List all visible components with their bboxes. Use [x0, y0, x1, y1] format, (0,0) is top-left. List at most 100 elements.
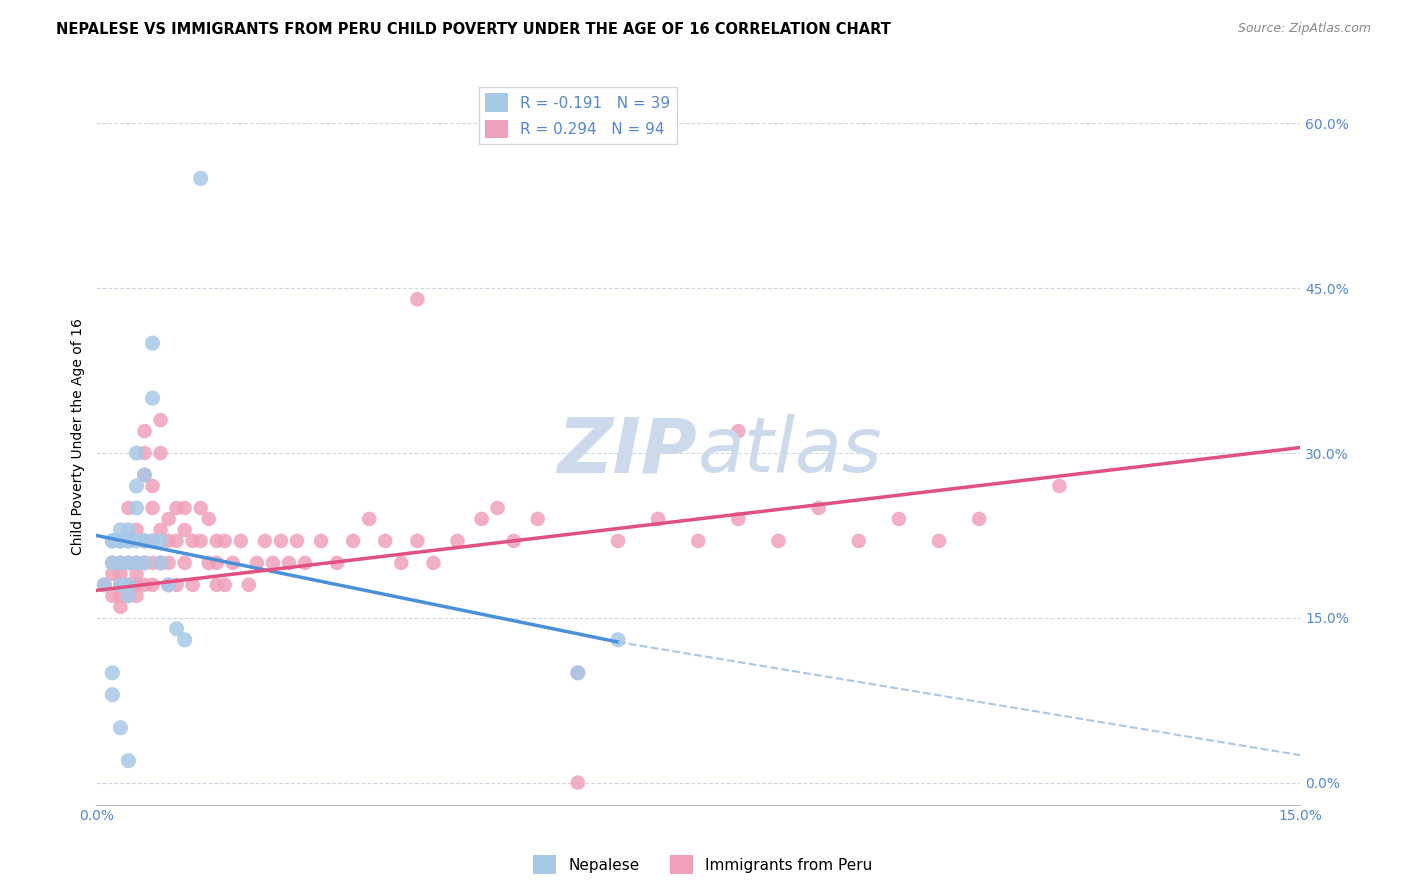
Point	[567, 775, 589, 789]
Point	[117, 589, 139, 603]
Point	[134, 424, 156, 438]
Point	[125, 566, 148, 581]
Text: NEPALESE VS IMMIGRANTS FROM PERU CHILD POVERTY UNDER THE AGE OF 16 CORRELATION C: NEPALESE VS IMMIGRANTS FROM PERU CHILD P…	[56, 22, 891, 37]
Point	[181, 533, 204, 548]
Point	[197, 512, 219, 526]
Point	[134, 468, 156, 483]
Point	[125, 479, 148, 493]
Point	[117, 556, 139, 570]
Point	[117, 754, 139, 768]
Text: atlas: atlas	[699, 414, 883, 488]
Point	[141, 578, 163, 592]
Point	[93, 578, 115, 592]
Point	[110, 566, 132, 581]
Point	[173, 523, 195, 537]
Point	[157, 556, 180, 570]
Point	[446, 533, 468, 548]
Point	[205, 556, 228, 570]
Point	[294, 556, 316, 570]
Point	[688, 533, 710, 548]
Point	[285, 533, 308, 548]
Point	[205, 533, 228, 548]
Point	[326, 556, 349, 570]
Point	[149, 533, 172, 548]
Point	[110, 556, 132, 570]
Point	[141, 556, 163, 570]
Point	[502, 533, 524, 548]
Point	[110, 721, 132, 735]
Point	[190, 171, 212, 186]
Point	[141, 500, 163, 515]
Point	[149, 556, 172, 570]
Point	[101, 589, 124, 603]
Point	[134, 533, 156, 548]
Point	[134, 556, 156, 570]
Point	[807, 500, 830, 515]
Point	[141, 391, 163, 405]
Point	[149, 556, 172, 570]
Point	[486, 500, 509, 515]
Point	[727, 512, 749, 526]
Point	[238, 578, 260, 592]
Point	[110, 578, 132, 592]
Point	[125, 446, 148, 460]
Point	[125, 589, 148, 603]
Point	[647, 512, 669, 526]
Point	[768, 533, 790, 548]
Point	[1047, 479, 1070, 493]
Point	[470, 512, 492, 526]
Point	[406, 533, 429, 548]
Point	[101, 556, 124, 570]
Point	[229, 533, 252, 548]
Point	[214, 578, 236, 592]
Point	[166, 622, 188, 636]
Point	[93, 578, 115, 592]
Point	[262, 556, 284, 570]
Point	[110, 589, 132, 603]
Text: Source: ZipAtlas.com: Source: ZipAtlas.com	[1237, 22, 1371, 36]
Point	[567, 665, 589, 680]
Point	[374, 533, 396, 548]
Point	[134, 446, 156, 460]
Point	[141, 533, 163, 548]
Point	[166, 500, 188, 515]
Point	[526, 512, 548, 526]
Point	[125, 578, 148, 592]
Point	[134, 556, 156, 570]
Point	[149, 413, 172, 427]
Point	[157, 578, 180, 592]
Point	[125, 556, 148, 570]
Point	[848, 533, 870, 548]
Point	[125, 578, 148, 592]
Point	[101, 665, 124, 680]
Point	[887, 512, 910, 526]
Point	[389, 556, 412, 570]
Text: ZIP: ZIP	[558, 414, 699, 488]
Point	[110, 533, 132, 548]
Point	[134, 468, 156, 483]
Point	[928, 533, 950, 548]
Point	[157, 533, 180, 548]
Y-axis label: Child Poverty Under the Age of 16: Child Poverty Under the Age of 16	[72, 318, 86, 555]
Point	[727, 424, 749, 438]
Point	[149, 446, 172, 460]
Legend: Nepalese, Immigrants from Peru: Nepalese, Immigrants from Peru	[527, 849, 879, 880]
Point	[278, 556, 301, 570]
Point	[222, 556, 245, 570]
Point	[110, 599, 132, 614]
Point	[134, 533, 156, 548]
Point	[101, 688, 124, 702]
Point	[270, 533, 292, 548]
Point	[253, 533, 276, 548]
Point	[117, 533, 139, 548]
Point	[567, 665, 589, 680]
Point	[422, 556, 444, 570]
Point	[125, 500, 148, 515]
Point	[117, 578, 139, 592]
Point	[117, 589, 139, 603]
Point	[101, 556, 124, 570]
Point	[110, 556, 132, 570]
Point	[117, 500, 139, 515]
Point	[309, 533, 332, 548]
Point	[607, 632, 630, 647]
